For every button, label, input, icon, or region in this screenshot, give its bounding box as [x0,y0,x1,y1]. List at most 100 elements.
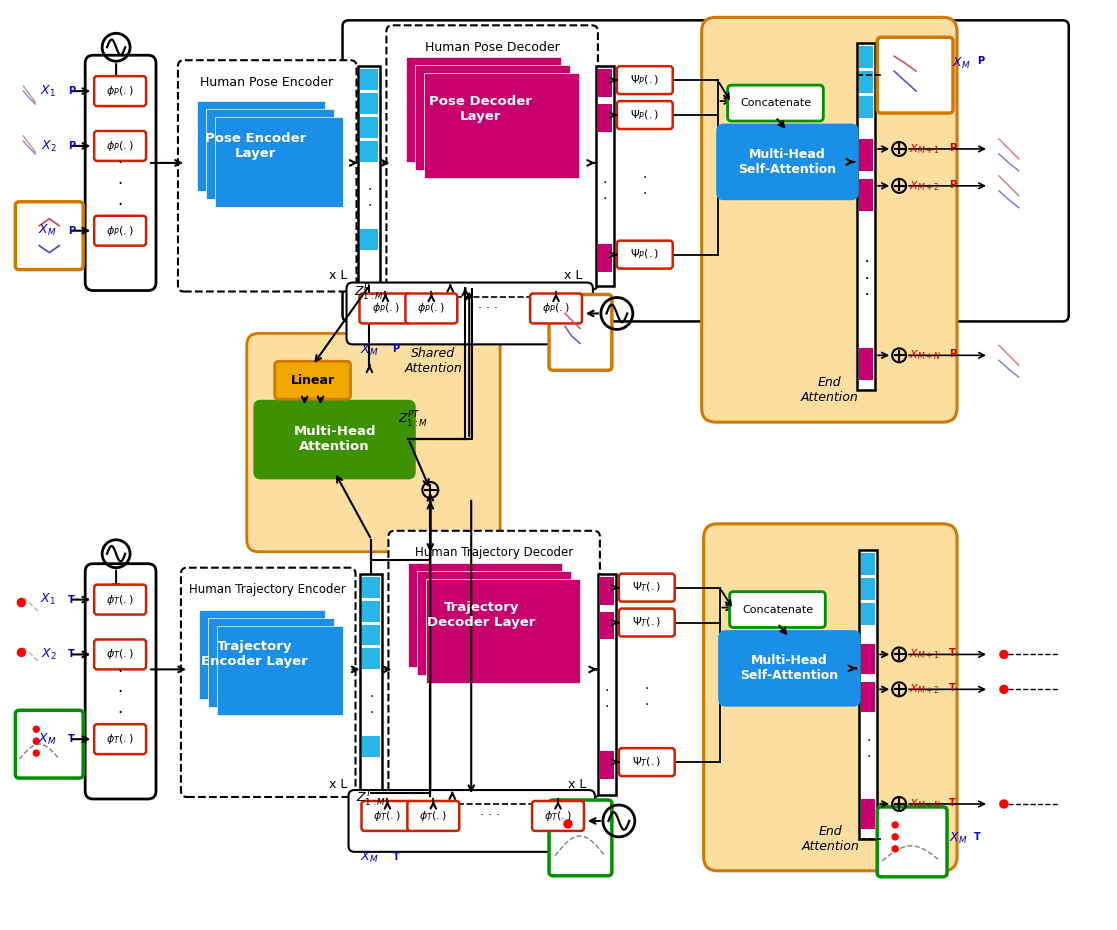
Text: ·
·
·: · · · [117,154,123,214]
Text: $X_M$: $X_M$ [949,831,967,846]
Text: · · ·: · · · [478,302,498,315]
FancyBboxPatch shape [360,294,411,324]
FancyBboxPatch shape [619,574,675,602]
Text: $\phi_P(.)$: $\phi_P(.)$ [106,139,134,153]
Text: $\phi_P(.)$: $\phi_P(.)$ [542,301,570,315]
Text: End
Attention: End Attention [801,825,859,853]
Circle shape [1000,800,1008,808]
Bar [598,574,615,795]
Bar [598,69,612,97]
Text: ·
·
·: · · · [865,256,868,301]
Text: Multi-Head
Attention: Multi-Head Attention [294,425,375,453]
Text: $Z_{1:M}^{PT}$: $Z_{1:M}^{PT}$ [399,410,429,431]
FancyBboxPatch shape [94,724,146,754]
FancyBboxPatch shape [16,202,83,270]
Bar [363,737,381,757]
Bar [595,66,614,286]
Bar [600,612,614,640]
Bar [861,552,876,575]
Text: x L: x L [564,269,582,282]
FancyBboxPatch shape [85,55,156,290]
Text: Concatenate: Concatenate [739,98,811,108]
Text: $Z_{1:M}^{P}$: $Z_{1:M}^{P}$ [354,283,384,302]
Circle shape [18,648,26,657]
Bar [361,229,379,249]
Circle shape [18,599,26,606]
Text: $\phi_T(.)$: $\phi_T(.)$ [106,732,134,746]
Text: P: P [977,56,984,66]
Bar [407,58,561,162]
Text: T: T [949,798,956,808]
Bar [424,73,579,178]
Text: $\phi_T(.)$: $\phi_T(.)$ [106,647,134,661]
FancyBboxPatch shape [877,37,953,113]
Circle shape [1000,685,1008,694]
Text: Human Pose Encoder: Human Pose Encoder [200,75,333,88]
Text: $\phi_T(.)$: $\phi_T(.)$ [544,809,572,823]
FancyBboxPatch shape [94,585,146,615]
Text: $X_M$: $X_M$ [952,56,971,71]
FancyBboxPatch shape [619,608,675,636]
Text: Pose Encoder
Layer: Pose Encoder Layer [206,132,306,160]
Text: P: P [949,179,956,190]
FancyBboxPatch shape [550,295,612,370]
Text: T: T [974,832,981,842]
Text: $Z_{1:M}^{T}$: $Z_{1:M}^{T}$ [356,789,386,809]
Text: Multi-Head
Self-Attention: Multi-Head Self-Attention [738,148,837,176]
Bar [859,139,873,171]
Text: $\Psi_P(.)$: $\Psi_P(.)$ [630,73,659,86]
Text: End
Attention: End Attention [801,377,858,405]
Text: $\phi_T(.)$: $\phi_T(.)$ [106,592,134,606]
Bar [861,799,876,829]
FancyBboxPatch shape [405,294,457,324]
Bar [361,574,382,793]
Text: $X_1$: $X_1$ [40,592,56,607]
Text: Human Pose Decoder: Human Pose Decoder [424,41,560,54]
Bar [409,563,562,668]
Bar [861,578,876,600]
FancyBboxPatch shape [531,294,582,324]
Text: ·
·: · · [603,176,607,206]
Bar [859,46,873,68]
Text: Multi-Head
Self-Attention: Multi-Head Self-Attention [741,655,839,683]
Text: P: P [392,344,400,354]
FancyBboxPatch shape [389,531,600,797]
Circle shape [34,751,39,756]
Text: $\phi_P(.)$: $\phi_P(.)$ [418,301,446,315]
Bar [857,44,876,391]
FancyBboxPatch shape [701,18,957,422]
FancyBboxPatch shape [94,76,146,106]
Text: Linear: Linear [290,374,335,387]
Bar [861,603,876,625]
Text: $\Psi_T(.)$: $\Psi_T(.)$ [632,581,661,594]
Bar [361,117,379,138]
Bar [600,751,614,779]
Bar [859,179,873,211]
Text: $X_M$: $X_M$ [361,343,379,358]
FancyBboxPatch shape [94,640,146,670]
Bar [217,626,343,715]
Text: Human Trajectory Encoder: Human Trajectory Encoder [190,583,346,596]
FancyBboxPatch shape [617,66,672,94]
Text: $X_{M+2}$: $X_{M+2}$ [909,683,939,697]
Bar [598,104,612,132]
FancyBboxPatch shape [617,101,672,129]
Circle shape [34,726,39,732]
Text: Trajectory
Encoder Layer: Trajectory Encoder Layer [201,641,308,669]
Text: Concatenate: Concatenate [742,604,813,615]
FancyBboxPatch shape [94,131,146,161]
Bar [861,683,876,712]
Text: T: T [949,684,956,694]
FancyBboxPatch shape [362,801,413,830]
Bar [598,244,612,272]
Text: $X_M$: $X_M$ [38,732,56,747]
Bar [363,648,381,670]
Text: $\phi_P(.)$: $\phi_P(.)$ [372,301,400,315]
Circle shape [892,822,898,828]
FancyBboxPatch shape [619,748,675,776]
Text: T: T [68,594,75,604]
Text: $\phi_P(.)$: $\phi_P(.)$ [106,224,134,238]
Bar [199,609,325,699]
Bar [363,601,381,621]
Bar [861,644,876,674]
